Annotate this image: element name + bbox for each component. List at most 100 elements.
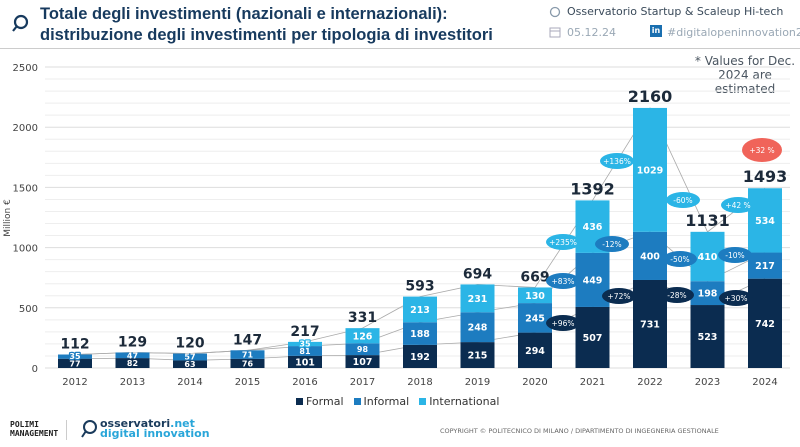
- total-label: 1493: [743, 167, 788, 186]
- total-label: 120: [175, 336, 204, 352]
- total-label: 147: [233, 332, 262, 348]
- magnifier-logo-icon: [12, 14, 29, 32]
- data-label: 71: [242, 351, 254, 360]
- growth-label: -60%: [673, 196, 692, 205]
- bar-international: [748, 188, 782, 253]
- bar-informal: [403, 322, 437, 345]
- growth-bubble: [546, 234, 580, 250]
- data-label: 130: [525, 291, 545, 302]
- growth-bubble: [602, 288, 636, 304]
- bar-formal: [345, 355, 380, 368]
- data-label: 98: [357, 345, 369, 354]
- growth-bubble: [660, 287, 694, 303]
- growth-label: +72%: [608, 292, 631, 301]
- bar-informal: [288, 346, 322, 356]
- y-tick-label: 0: [32, 364, 38, 375]
- bar-formal: [115, 358, 150, 368]
- bar-international: [345, 328, 380, 344]
- data-label: 400: [640, 251, 660, 262]
- data-label: 76: [242, 359, 254, 368]
- total-label: 593: [405, 279, 434, 295]
- bar-formal: [748, 278, 782, 368]
- growth-label: +136%: [603, 157, 631, 166]
- y-tick-label: 1000: [13, 244, 38, 255]
- growth-bubble: [742, 138, 782, 162]
- growth-bubble: [718, 247, 752, 263]
- data-label: 107: [353, 357, 373, 368]
- data-label: 742: [755, 319, 775, 330]
- total-label: 112: [60, 337, 89, 353]
- data-label: 57: [184, 353, 195, 362]
- total-label: 1131: [685, 211, 730, 230]
- y-tick-label: 2500: [13, 63, 38, 74]
- bar-informal: [173, 353, 207, 361]
- calendar-icon: [549, 27, 561, 38]
- x-tick-label: 2016: [292, 377, 317, 388]
- data-label: 215: [468, 351, 488, 362]
- data-label: 731: [640, 320, 660, 331]
- growth-label: +30%: [725, 294, 748, 303]
- x-tick-label: 2024: [752, 377, 777, 388]
- growth-bubble: [600, 153, 634, 169]
- osservatori-logo: osservatori.net digital innovation: [100, 417, 210, 440]
- x-tick-label: 2018: [407, 377, 432, 388]
- bar-international: [633, 107, 667, 232]
- data-label: 198: [698, 289, 718, 300]
- legend-formal: Formal: [296, 395, 344, 408]
- estimate-note: * Values for Dec. 2024 are estimated: [694, 54, 796, 96]
- growth-label: +32 %: [749, 146, 774, 155]
- data-label: 1029: [637, 165, 663, 176]
- data-label: 101: [295, 357, 315, 368]
- x-tick-label: 2014: [177, 377, 202, 388]
- bar-international: [518, 287, 552, 304]
- growth-bubble: [546, 315, 580, 331]
- data-label: 47: [127, 351, 138, 360]
- x-tick-label: 2023: [695, 377, 720, 388]
- x-tick-label: 2013: [120, 377, 145, 388]
- bar-informal: [58, 354, 92, 359]
- bar-formal: [575, 306, 610, 368]
- bar-informal: [748, 252, 782, 279]
- data-label: 192: [410, 352, 430, 363]
- growth-bubble: [546, 273, 580, 289]
- data-label: 245: [525, 313, 545, 324]
- growth-label: -28%: [667, 291, 686, 300]
- bar-informal: [345, 343, 380, 356]
- legend-international: International: [419, 395, 499, 408]
- bar-informal: [115, 352, 150, 359]
- data-label: 436: [583, 222, 603, 233]
- legend: Formal Informal International: [296, 395, 499, 408]
- growth-label: -50%: [670, 255, 689, 264]
- page-title: Totale degli investimenti (nazionali e i…: [40, 4, 493, 46]
- date: 05.12.24: [567, 26, 616, 39]
- bar-international: [288, 341, 322, 347]
- growth-label: +235%: [549, 238, 577, 247]
- growth-label: +96%: [552, 319, 575, 328]
- growth-bubble: [666, 192, 700, 208]
- chat-icon: [549, 6, 561, 18]
- total-label: 669: [520, 269, 549, 285]
- bar-formal: [460, 342, 495, 368]
- bar-formal: [403, 344, 437, 368]
- x-tick-label: 2022: [637, 377, 662, 388]
- y-tick-label: 2000: [13, 123, 38, 134]
- growth-bubble: [719, 290, 753, 306]
- data-label: 82: [127, 359, 138, 368]
- bar-formal: [518, 332, 552, 368]
- data-label: 410: [698, 252, 718, 263]
- data-label: 63: [184, 360, 195, 369]
- title-line-1: Totale degli investimenti (nazionali e i…: [40, 5, 448, 23]
- data-label: 248: [468, 323, 488, 334]
- x-tick-label: 2017: [350, 377, 375, 388]
- bar-informal: [518, 303, 552, 333]
- linkedin-icon: in: [650, 25, 662, 37]
- data-label: 126: [353, 331, 373, 342]
- growth-label: +83%: [552, 277, 575, 286]
- bar-informal: [690, 281, 725, 306]
- data-label: 231: [468, 294, 488, 305]
- y-tick-label: 1500: [13, 183, 38, 194]
- polimi-logo: POLIMI MANAGEMENT: [10, 420, 59, 438]
- data-label: 35: [299, 339, 311, 348]
- x-tick-label: 2020: [522, 377, 547, 388]
